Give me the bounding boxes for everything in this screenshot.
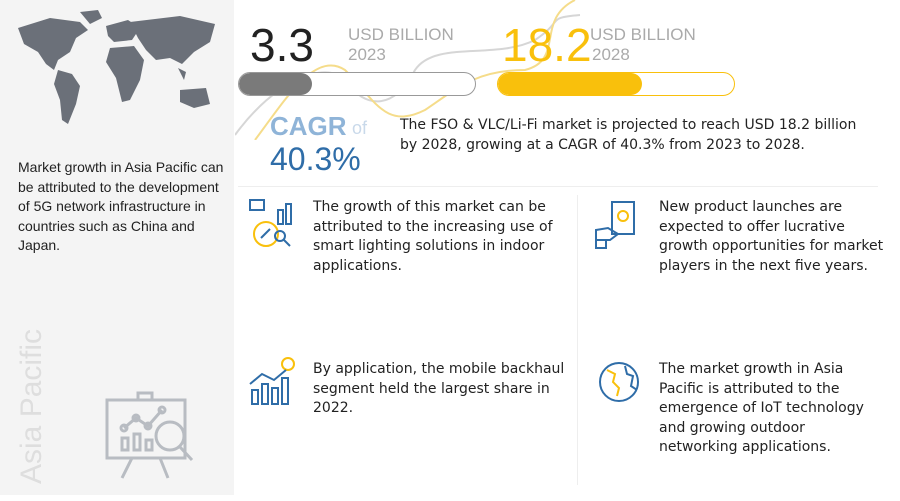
end-progress-fill	[498, 73, 642, 95]
divider	[238, 186, 878, 187]
region-label: Asia Pacific	[15, 328, 48, 484]
insight-text: The market growth in Asia Pacific is att…	[659, 361, 864, 455]
start-value: 3.3	[250, 19, 314, 71]
growth-chart-dollar-icon	[249, 357, 295, 405]
end-unit: USD BILLION	[590, 25, 696, 44]
vertical-divider	[577, 195, 578, 485]
globe-icon	[599, 362, 639, 402]
start-progress-fill	[239, 73, 313, 95]
product-launch-icon	[595, 201, 635, 249]
cagr-of: of	[352, 118, 368, 138]
end-year: 2028	[592, 45, 630, 64]
cagr-description: The FSO & VLC/Li-Fi market is projected …	[400, 117, 857, 153]
insight-text: By application, the mobile backhaul segm…	[313, 361, 565, 416]
end-value: 18.2	[502, 19, 592, 71]
smart-lighting-analytics-icon	[249, 199, 292, 247]
presentation-analytics-icon	[105, 391, 194, 479]
insight-text: The growth of this market can be attribu…	[313, 199, 553, 274]
end-progress-bar	[497, 72, 735, 96]
insight-text: New product launches are expected to off…	[659, 199, 884, 274]
cagr-label: CAGR	[270, 111, 347, 141]
start-unit: USD BILLION	[348, 25, 454, 44]
start-progress-bar	[238, 72, 476, 96]
world-map-icon	[18, 10, 215, 124]
cagr-value: 40.3%	[270, 141, 361, 177]
start-year: 2023	[348, 45, 386, 64]
left-panel: Market growth in Asia Pacific can be att…	[0, 0, 234, 495]
left-panel-text: Market growth in Asia Pacific can be att…	[18, 159, 224, 253]
